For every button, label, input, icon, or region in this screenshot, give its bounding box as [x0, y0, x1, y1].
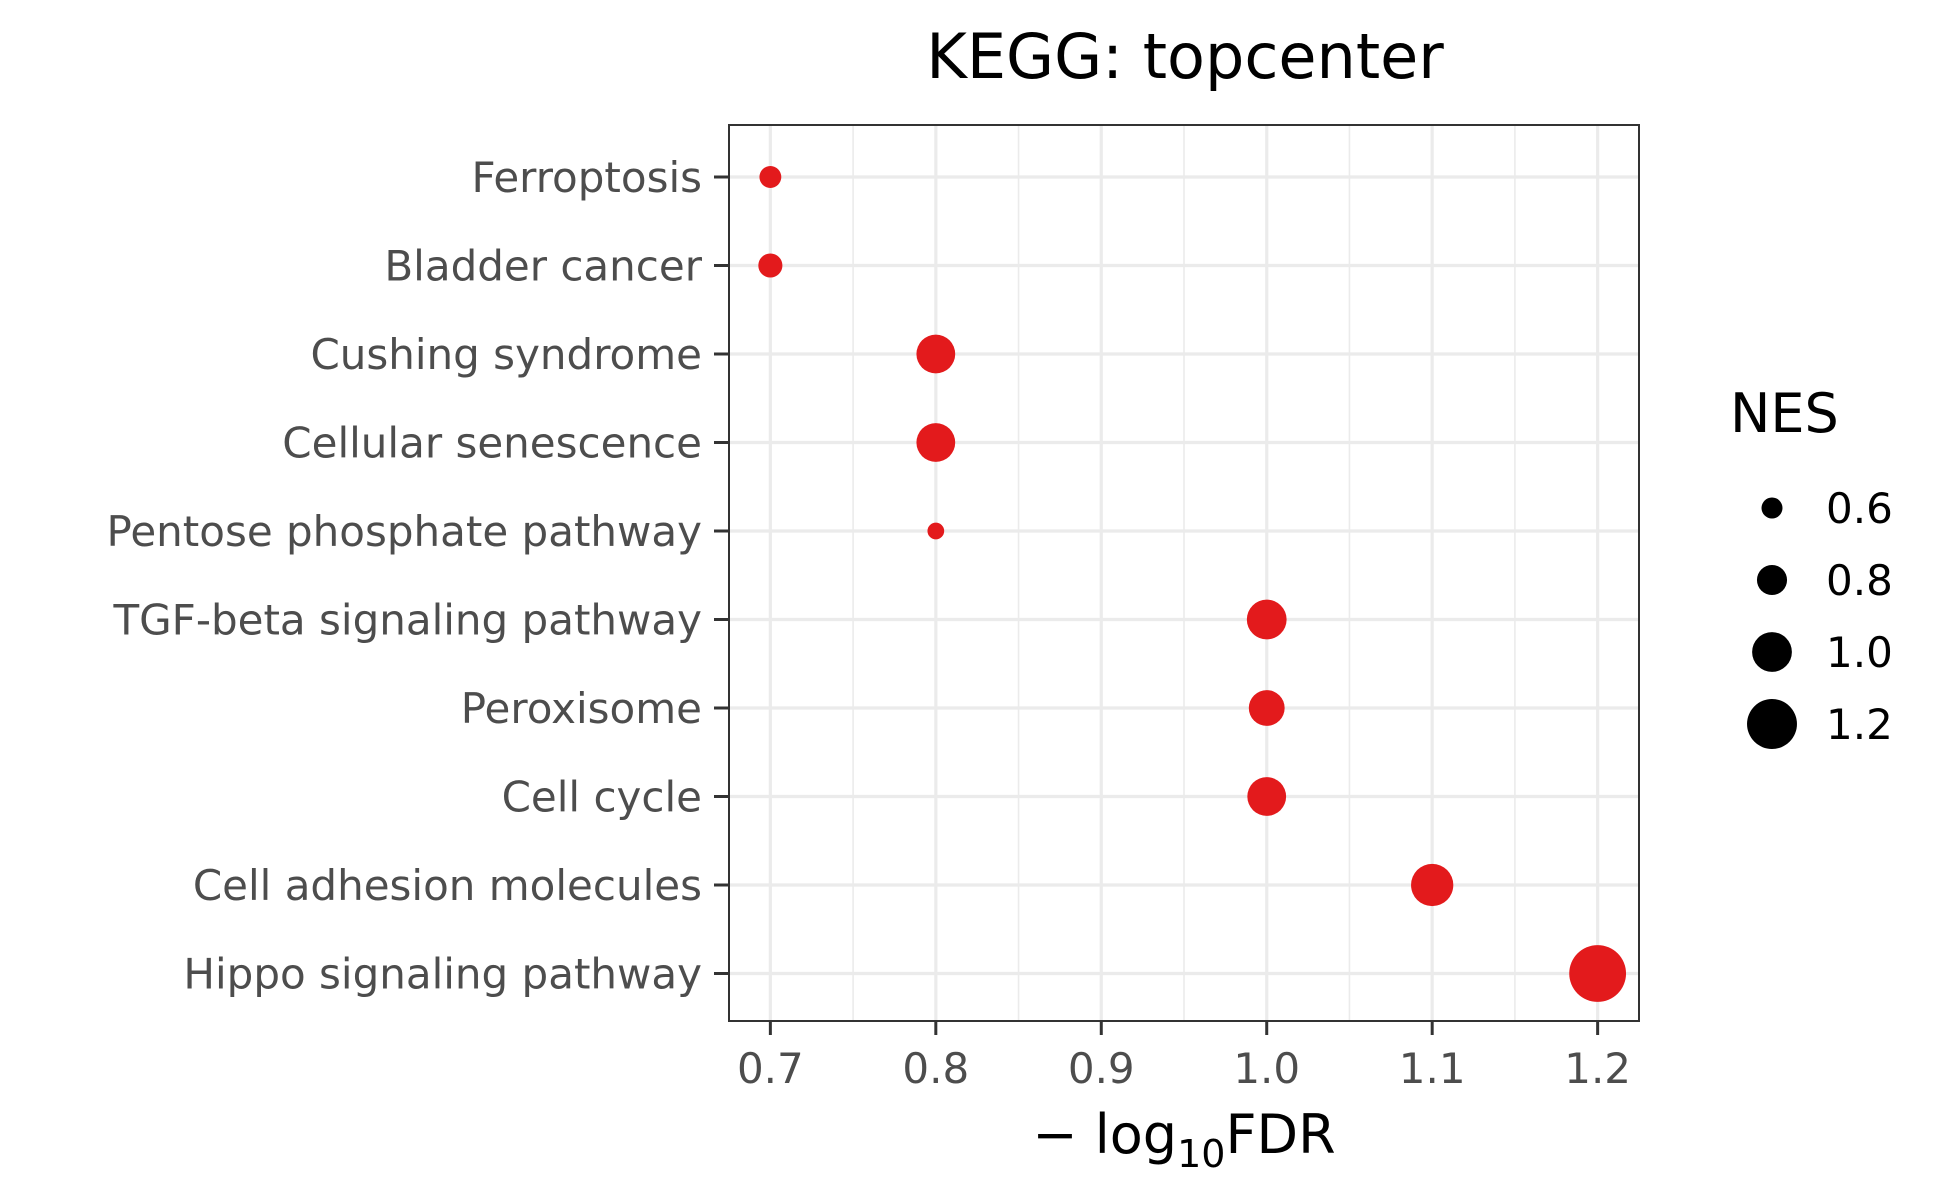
legend-title: NES [1730, 382, 1839, 445]
chart-title: KEGG: topcenter [926, 20, 1444, 93]
x-tick-label: 0.8 [902, 1044, 969, 1093]
y-tick-label: Peroxisome [461, 684, 702, 733]
legend-label: 0.6 [1826, 484, 1893, 533]
size-legend: NES 0.6 0.8 1.0 1.2 [1730, 382, 1893, 749]
y-tick-label: Ferroptosis [471, 153, 702, 202]
data-point [1248, 690, 1285, 726]
data-point [1246, 599, 1287, 640]
data-point [759, 166, 782, 188]
legend-key [1761, 497, 1783, 519]
legend-key [1752, 632, 1792, 672]
x-tick-label: 0.7 [737, 1044, 804, 1093]
y-tick-label: Pentose phosphate pathway [107, 507, 703, 556]
legend-label: 1.0 [1826, 628, 1893, 677]
legend-key [1756, 564, 1788, 596]
data-point [1247, 777, 1287, 816]
x-tick-label: 1.0 [1233, 1044, 1300, 1093]
y-axis: Ferroptosis Bladder cancer Cushing syndrom… [107, 153, 729, 999]
plot-panel-border [728, 124, 1640, 1022]
y-tick-label: Cushing syndrome [310, 330, 702, 379]
grid-lines [729, 125, 1639, 1021]
x-tick-label: 1.1 [1399, 1044, 1466, 1093]
data-points [758, 166, 1627, 1002]
x-tick-label: 1.2 [1564, 1044, 1631, 1093]
data-point [916, 423, 956, 462]
x-tick-label: 0.9 [1068, 1044, 1135, 1093]
y-tick-label: TGF-beta signaling pathway [112, 596, 702, 645]
y-tick-label: Cellular senescence [282, 419, 702, 468]
x-axis-title: − log10FDR [1032, 1103, 1335, 1176]
x-axis-title-suffix: FDR [1225, 1103, 1335, 1166]
data-point [927, 522, 945, 540]
legend-label: 0.8 [1826, 556, 1893, 605]
data-point [1569, 945, 1627, 1002]
x-axis: 0.7 0.8 0.9 1.0 1.1 1.2 [737, 1021, 1631, 1093]
data-point [758, 253, 783, 278]
legend-key [1747, 699, 1797, 749]
y-tick-label: Cell cycle [502, 773, 702, 822]
y-tick-label: Bladder cancer [384, 242, 702, 291]
data-point [1411, 863, 1454, 907]
x-axis-title-subscript: 10 [1177, 1132, 1225, 1176]
legend-label: 1.2 [1826, 700, 1893, 749]
y-tick-label: Cell adhesion molecules [193, 861, 702, 910]
data-point [916, 334, 956, 374]
legend-entries: 0.6 0.8 1.0 1.2 [1747, 484, 1893, 749]
y-tick-label: Hippo signaling pathway [183, 950, 702, 999]
x-axis-title-prefix: − log [1032, 1103, 1177, 1166]
